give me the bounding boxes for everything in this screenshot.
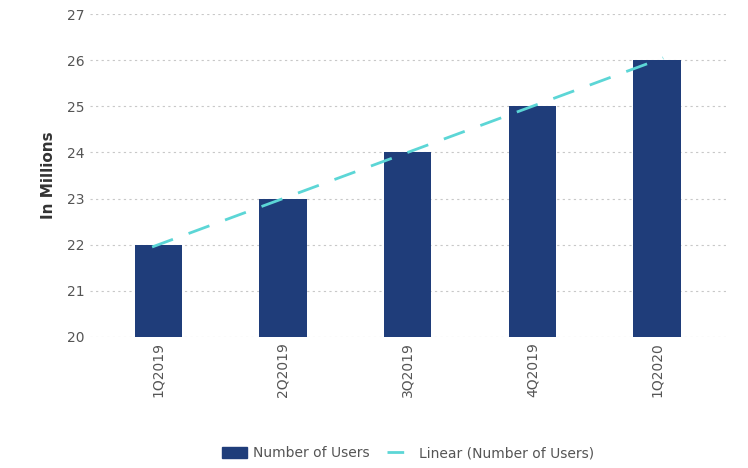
Bar: [634, 60, 681, 337]
Bar: [135, 245, 182, 337]
Bar: [260, 198, 307, 337]
Bar: [509, 106, 556, 337]
Y-axis label: In Millions: In Millions: [41, 132, 56, 219]
Legend: Number of Users, Linear (Number of Users): Number of Users, Linear (Number of Users…: [216, 440, 599, 466]
Bar: [384, 153, 432, 337]
